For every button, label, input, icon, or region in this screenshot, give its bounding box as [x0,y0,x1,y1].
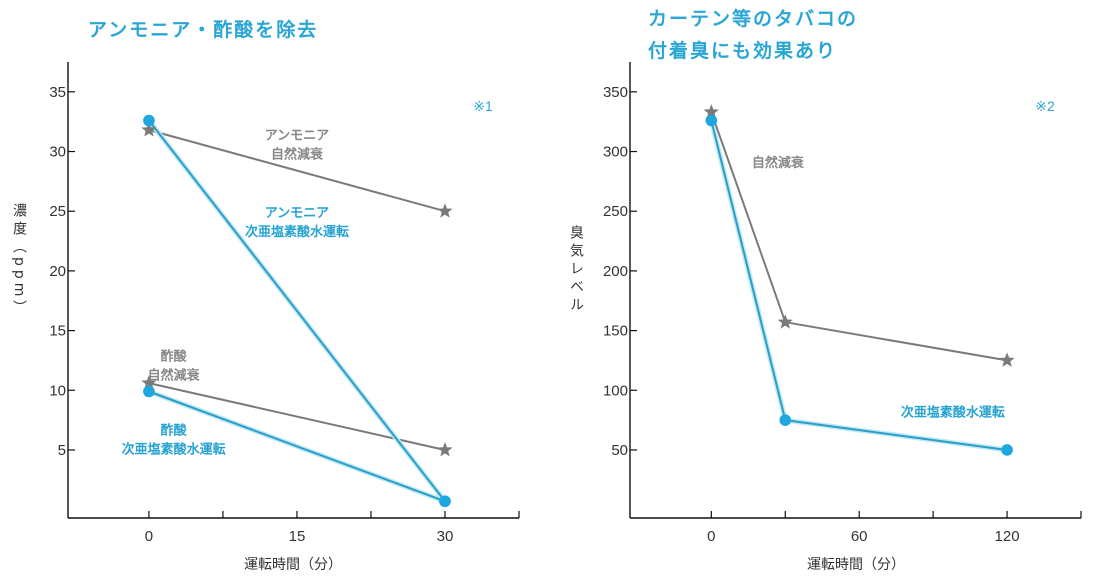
series-line [710,111,1008,362]
x-axis-label: 運転時間（分） [244,557,342,573]
annotation-line: 次亜塩素酸水運転 [122,441,226,457]
annotation-line: 次亜塩素酸水運転 [901,405,1005,421]
chart-2: 50 100 150 200 250 300 350 0 60 120 運転時間（分） ※2 自然減衰次… [603,62,1082,573]
x-tick-label: 30 [437,528,454,545]
star-marker [777,314,793,329]
circle-marker [779,414,792,426]
y-tick-label: 50 [611,442,628,459]
chart2-title-line2: 付着臭にも効果あり [648,40,838,62]
y-tick-label: 300 [603,144,628,161]
chart2-ylabel: 臭気レベル [568,225,584,315]
series-annotation: アンモニア自然減衰 [265,129,329,163]
annotation-line: 酢酸 [161,422,188,438]
annotation-line: アンモニア [265,206,329,221]
series-line [148,129,446,213]
star-marker [437,441,453,457]
y-tick-label: 25 [49,203,66,220]
x-tick-label: 0 [145,528,153,545]
series-annotation: アンモニア次亜塩素酸水運転 [245,206,349,240]
y-tick-label: 5 [58,442,66,459]
chart2-title-line1: カーテン等のタバコの [648,8,859,30]
y-tick-label: 250 [603,203,628,220]
circle-marker [143,114,155,127]
y-tick-label: 20 [49,263,66,280]
y-tick-label: 10 [49,382,66,399]
star-marker [141,122,157,137]
y-tick-label: 15 [49,323,66,340]
y-tick-label: 35 [49,84,66,101]
x-tick-label: 15 [289,528,306,545]
series-annotation: 酢酸次亜塩素酸水運転 [122,422,226,457]
y-tick-label: 150 [603,323,628,340]
series-annotation: 自然減衰 [752,155,805,171]
annotation-line: 酢酸 [161,348,188,364]
y-tick-label: 350 [603,84,628,101]
star-marker [703,104,719,119]
circle-marker [439,495,451,508]
annotation-line: アンモニア [265,129,329,144]
series-line [148,382,446,451]
y-tick-label: 200 [603,263,628,280]
circle-marker [143,385,155,398]
circle-marker [1001,444,1013,456]
series-annotation: 酢酸自然減衰 [148,348,201,383]
series-line [148,390,446,503]
annotation-line: 自然減衰 [148,367,201,383]
x-tick-label: 120 [995,528,1020,545]
footnote-mark: ※1 [473,98,493,114]
chart2-title: カーテン等のタバコの 付着臭にも効果あり [648,3,858,67]
star-marker [437,203,453,218]
chart1-ylabel: 濃度（ppm） [11,203,27,319]
star-marker [999,352,1015,367]
annotation-line: 次亜塩素酸水運転 [245,224,349,240]
annotation-line: 自然減衰 [271,147,324,163]
chart1-title: アンモニア・酢酸を除去 [88,19,319,41]
series-annotation: 次亜塩素酸水運転 [901,405,1005,421]
series-line [148,119,446,502]
footnote-mark: ※2 [1035,98,1055,114]
x-tick-label: 0 [707,528,715,545]
annotation-line: 自然減衰 [752,155,805,171]
y-tick-label: 30 [49,144,66,161]
circle-marker [705,114,718,127]
x-axis-label: 運転時間（分） [807,557,905,573]
star-marker [141,375,157,390]
y-tick-label: 100 [603,382,628,399]
x-tick-label: 60 [851,528,868,545]
